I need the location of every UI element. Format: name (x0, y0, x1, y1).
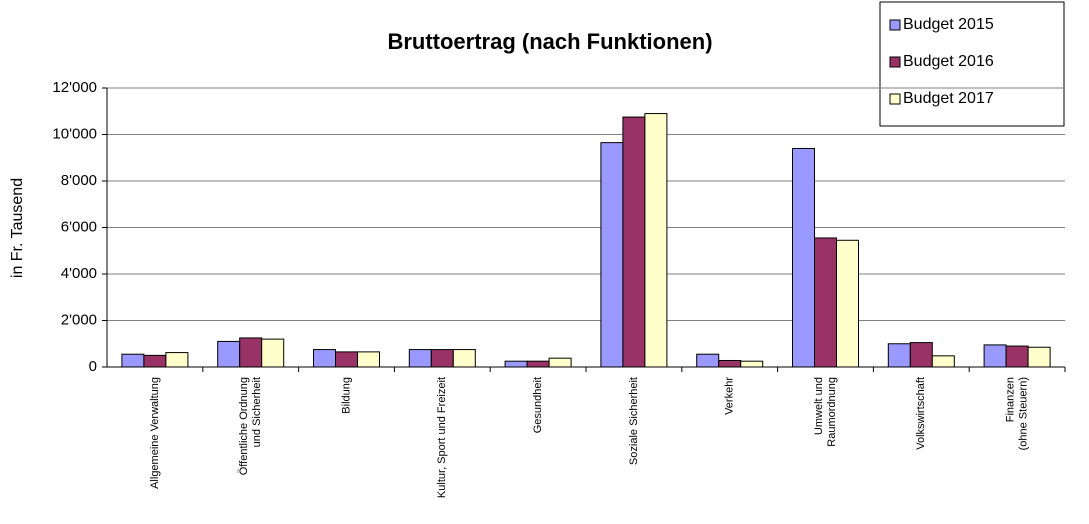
y-tick-label: 10'000 (52, 125, 97, 142)
legend-swatch (889, 56, 901, 68)
bar (261, 338, 285, 368)
x-tick-label: Kultur, Sport und Freizeit (436, 377, 448, 498)
y-tick-label: 0 (89, 358, 97, 375)
bar (217, 340, 241, 368)
legend-swatch (889, 93, 901, 105)
bar (909, 342, 933, 368)
x-tick-label: Finanzen (1005, 377, 1017, 422)
bar (792, 147, 815, 368)
bar (335, 351, 358, 368)
bar (931, 355, 955, 368)
bar (143, 354, 167, 368)
chart-title: Bruttoertrag (nach Funktionen) (387, 29, 712, 54)
bar (740, 360, 764, 368)
bar (644, 113, 668, 368)
y-axis-label: in Fr. Tausend (9, 178, 26, 278)
bar (504, 360, 528, 368)
y-tick-label: 2'000 (61, 311, 97, 328)
x-tick-label: und Sicherheit (251, 377, 263, 447)
legend-label: Budget 2016 (903, 53, 994, 70)
y-tick-label: 6'000 (61, 218, 97, 235)
x-tick-label: Raumordnung (826, 377, 838, 447)
bar (887, 343, 911, 368)
bar (622, 116, 646, 368)
legend-swatch (889, 19, 901, 31)
x-tick-label: Allgemeine Verwaltung (149, 377, 161, 489)
y-tick-label: 8'000 (61, 172, 97, 189)
bar (313, 349, 336, 368)
bar (983, 344, 1007, 368)
bar (526, 360, 550, 368)
bar (121, 353, 145, 368)
bar (548, 357, 572, 368)
x-tick-label: Öffentliche Ordnung (238, 377, 250, 475)
bar (696, 353, 720, 368)
legend-box (879, 1, 1065, 127)
legend-label: Budget 2015 (903, 16, 994, 33)
x-tick-label: Umwelt und (813, 377, 825, 435)
x-tick-label: Volkswirtschaft (915, 377, 927, 450)
bar (836, 239, 859, 368)
bar (357, 351, 380, 368)
bar (600, 142, 624, 368)
x-tick-label: Soziale Sicherheit (628, 377, 640, 465)
y-tick-label: 12'000 (52, 79, 97, 96)
legend-label: Budget 2017 (903, 90, 994, 107)
x-tick-label: Verkehr (724, 377, 736, 415)
bar (239, 337, 263, 368)
x-tick-label: Gesundheit (532, 377, 544, 433)
bar (1027, 346, 1051, 368)
bar (1005, 345, 1029, 368)
bar (452, 349, 476, 368)
y-tick-label: 4'000 (61, 265, 97, 282)
bar (408, 349, 432, 368)
bar (814, 237, 837, 368)
x-tick-label: Bildung (340, 377, 352, 414)
bar (165, 352, 189, 368)
x-tick-label: (ohne Steuern) (1018, 377, 1030, 450)
bar (718, 359, 742, 368)
bar (430, 349, 454, 368)
